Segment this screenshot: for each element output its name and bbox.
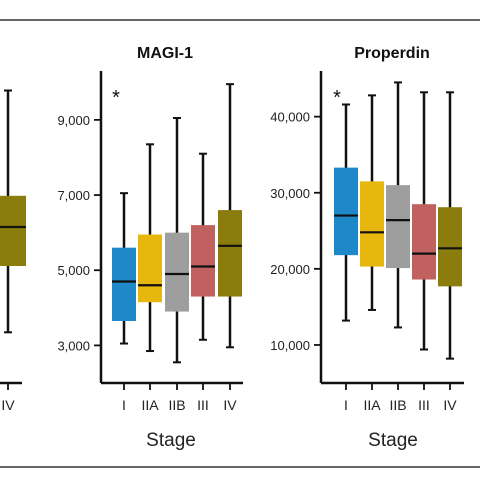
panel-title: MAGI-1 [137, 45, 193, 62]
y-tick-label: 9,000 [57, 113, 90, 128]
x-tick-label: III [418, 397, 430, 413]
x-tick-label: IIB [389, 397, 406, 413]
y-tick-label: 3,000 [57, 338, 90, 353]
box-i [334, 167, 358, 256]
significance-marker: * [333, 87, 341, 109]
x-tick-label: IIA [141, 397, 159, 413]
x-axis-label: Stage [368, 430, 418, 451]
y-tick-label: 20,000 [270, 262, 310, 277]
x-tick-label: I [122, 397, 126, 413]
y-tick-label: 30,000 [270, 186, 310, 201]
box-iv [0, 195, 26, 266]
box-iv [438, 207, 462, 287]
x-tick-label: I [344, 397, 348, 413]
box-iib [386, 185, 410, 269]
significance-marker: * [112, 87, 120, 109]
x-axis-label: Stage [146, 430, 196, 451]
box-iii [191, 225, 215, 297]
y-tick-label: 40,000 [270, 110, 310, 125]
x-tick-label: IV [223, 397, 237, 413]
panel-title: Properdin [354, 45, 430, 62]
y-tick-label: 10,000 [270, 338, 310, 353]
x-tick-label: IIB [168, 397, 185, 413]
box-iia [138, 234, 162, 303]
panel-properdin: Properdin * Stage 10,000 20,000 30,000 40,0… [270, 45, 464, 451]
panel-magi-1: MAGI-1 * Stage 3,000 5,000 7,000 9,000 I IIA I… [57, 45, 243, 451]
box-iii [412, 204, 436, 280]
box-i [112, 247, 136, 321]
x-tick-label: IV [1, 397, 15, 413]
x-tick-label: IV [443, 397, 457, 413]
x-tick-label: IIA [363, 397, 381, 413]
box-iia [360, 181, 384, 267]
box-iv [218, 210, 242, 297]
box-iib [165, 232, 189, 312]
panel-partial-left: IV [0, 89, 26, 413]
y-tick-label: 5,000 [57, 263, 90, 278]
y-tick-label: 7,000 [57, 188, 90, 203]
x-tick-label: III [197, 397, 209, 413]
